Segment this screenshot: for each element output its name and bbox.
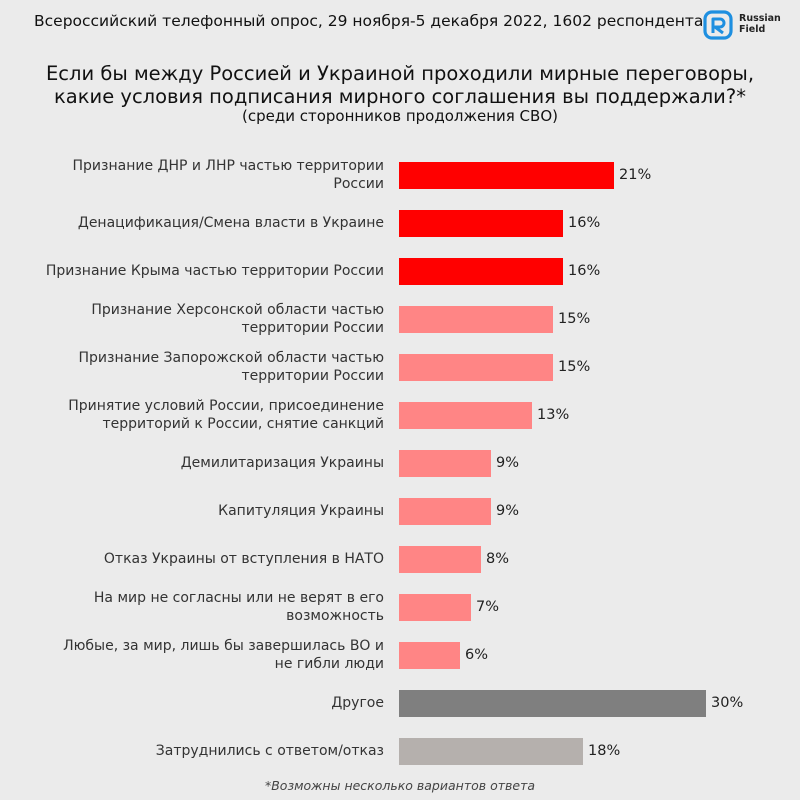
value-label: 16% [568, 262, 601, 279]
category-label: Демилитаризация Украины [34, 441, 384, 485]
bar [399, 401, 532, 429]
russian-field-logo-icon [703, 10, 733, 40]
bar [399, 497, 491, 525]
category-label: Любые, за мир, лишь бы завершилась ВО и н… [34, 633, 384, 677]
category-label-line: Признание Запорожской области частью [78, 350, 384, 366]
category-label: Признание Запорожской области частью терр… [34, 345, 384, 389]
value-label: 15% [558, 310, 591, 327]
category-label-line: территории России [241, 368, 385, 384]
value-label: 9% [496, 502, 520, 519]
category-label-line: На мир не согласны или не верят в его [93, 590, 384, 606]
logo-line1: Russian [739, 13, 781, 24]
category-label-line: Другое [331, 695, 384, 711]
value-label: 18% [588, 742, 621, 759]
bar [399, 641, 460, 669]
category-label: Затруднились с ответом/отказ [34, 729, 384, 773]
category-label-line: Любые, за мир, лишь бы завершилась ВО и [63, 638, 384, 654]
value-label: 16% [568, 214, 601, 231]
category-label-line: Признание Херсонской области частью [91, 302, 384, 318]
chart-title-line2: какие условия подписания мирного соглаше… [54, 85, 746, 108]
bar [399, 737, 583, 765]
category-label: Отказ Украины от вступления в НАТО [34, 537, 384, 581]
chart-title-line1: Если бы между Россией и Украиной проходи… [45, 62, 755, 85]
category-label: Признание Крыма частью территории России [34, 249, 384, 293]
category-label: Признание ДНР и ЛНР частью территории Рос… [34, 153, 385, 197]
category-label: Капитуляция Украины [34, 489, 384, 533]
category-label-line: не гибли люди [274, 656, 384, 672]
value-label: 15% [558, 358, 591, 375]
category-label: Другое [34, 681, 384, 725]
bar [399, 353, 553, 381]
category-label: Денацификация/Смена власти в Украине [34, 201, 384, 245]
category-label-line: территорий к России, снятие санкций [102, 416, 384, 432]
bar [399, 257, 563, 285]
bar [399, 593, 471, 621]
category-label-line: Признание ДНР и ЛНР частью территории [72, 158, 385, 174]
bar [399, 305, 553, 333]
header: Всероссийский телефонный опрос, 29 ноябр… [0, 0, 800, 52]
category-label-line: Демилитаризация Украины [180, 455, 384, 471]
category-label: Принятие условий России, присоединение те… [34, 393, 384, 437]
value-label: 8% [486, 550, 510, 567]
value-label: 6% [465, 646, 489, 663]
logo-text: Russian Field [739, 13, 781, 35]
bar [399, 449, 491, 477]
value-label: 9% [496, 454, 520, 471]
bar [399, 689, 706, 717]
category-label-line: Принятие условий России, присоединение [68, 398, 384, 414]
category-label-line: возможность [286, 608, 384, 624]
bar [399, 545, 481, 573]
category-label-line: Отказ Украины от вступления в НАТО [103, 551, 384, 567]
survey-info: Всероссийский телефонный опрос, 29 ноябр… [34, 12, 704, 30]
chart-subtitle: (среди сторонников продолжения СВО) [242, 107, 558, 125]
category-label-line: Денацификация/Смена власти в Украине [77, 215, 384, 231]
footnote: *Возможны несколько вариантов ответа [264, 778, 536, 793]
logo-line2: Field [739, 24, 766, 35]
category-label-line: России [333, 176, 384, 192]
category-label: На мир не согласны или не верят в его воз… [34, 585, 384, 629]
bar [399, 209, 563, 237]
value-label: 30% [711, 694, 744, 711]
value-label: 21% [619, 166, 652, 183]
category-label-line: территории России [241, 320, 385, 336]
bar [399, 161, 614, 189]
chart-title: Если бы между Россией и Украиной проходи… [0, 62, 800, 108]
category-label-line: Затруднились с ответом/отказ [155, 743, 384, 759]
category-label-line: Капитуляция Украины [218, 503, 384, 519]
category-label: Признание Херсонской области частью терри… [34, 297, 384, 341]
value-label: 7% [476, 598, 500, 615]
value-label: 13% [537, 406, 570, 423]
category-label-line: Признание Крыма частью территории России [45, 263, 384, 279]
